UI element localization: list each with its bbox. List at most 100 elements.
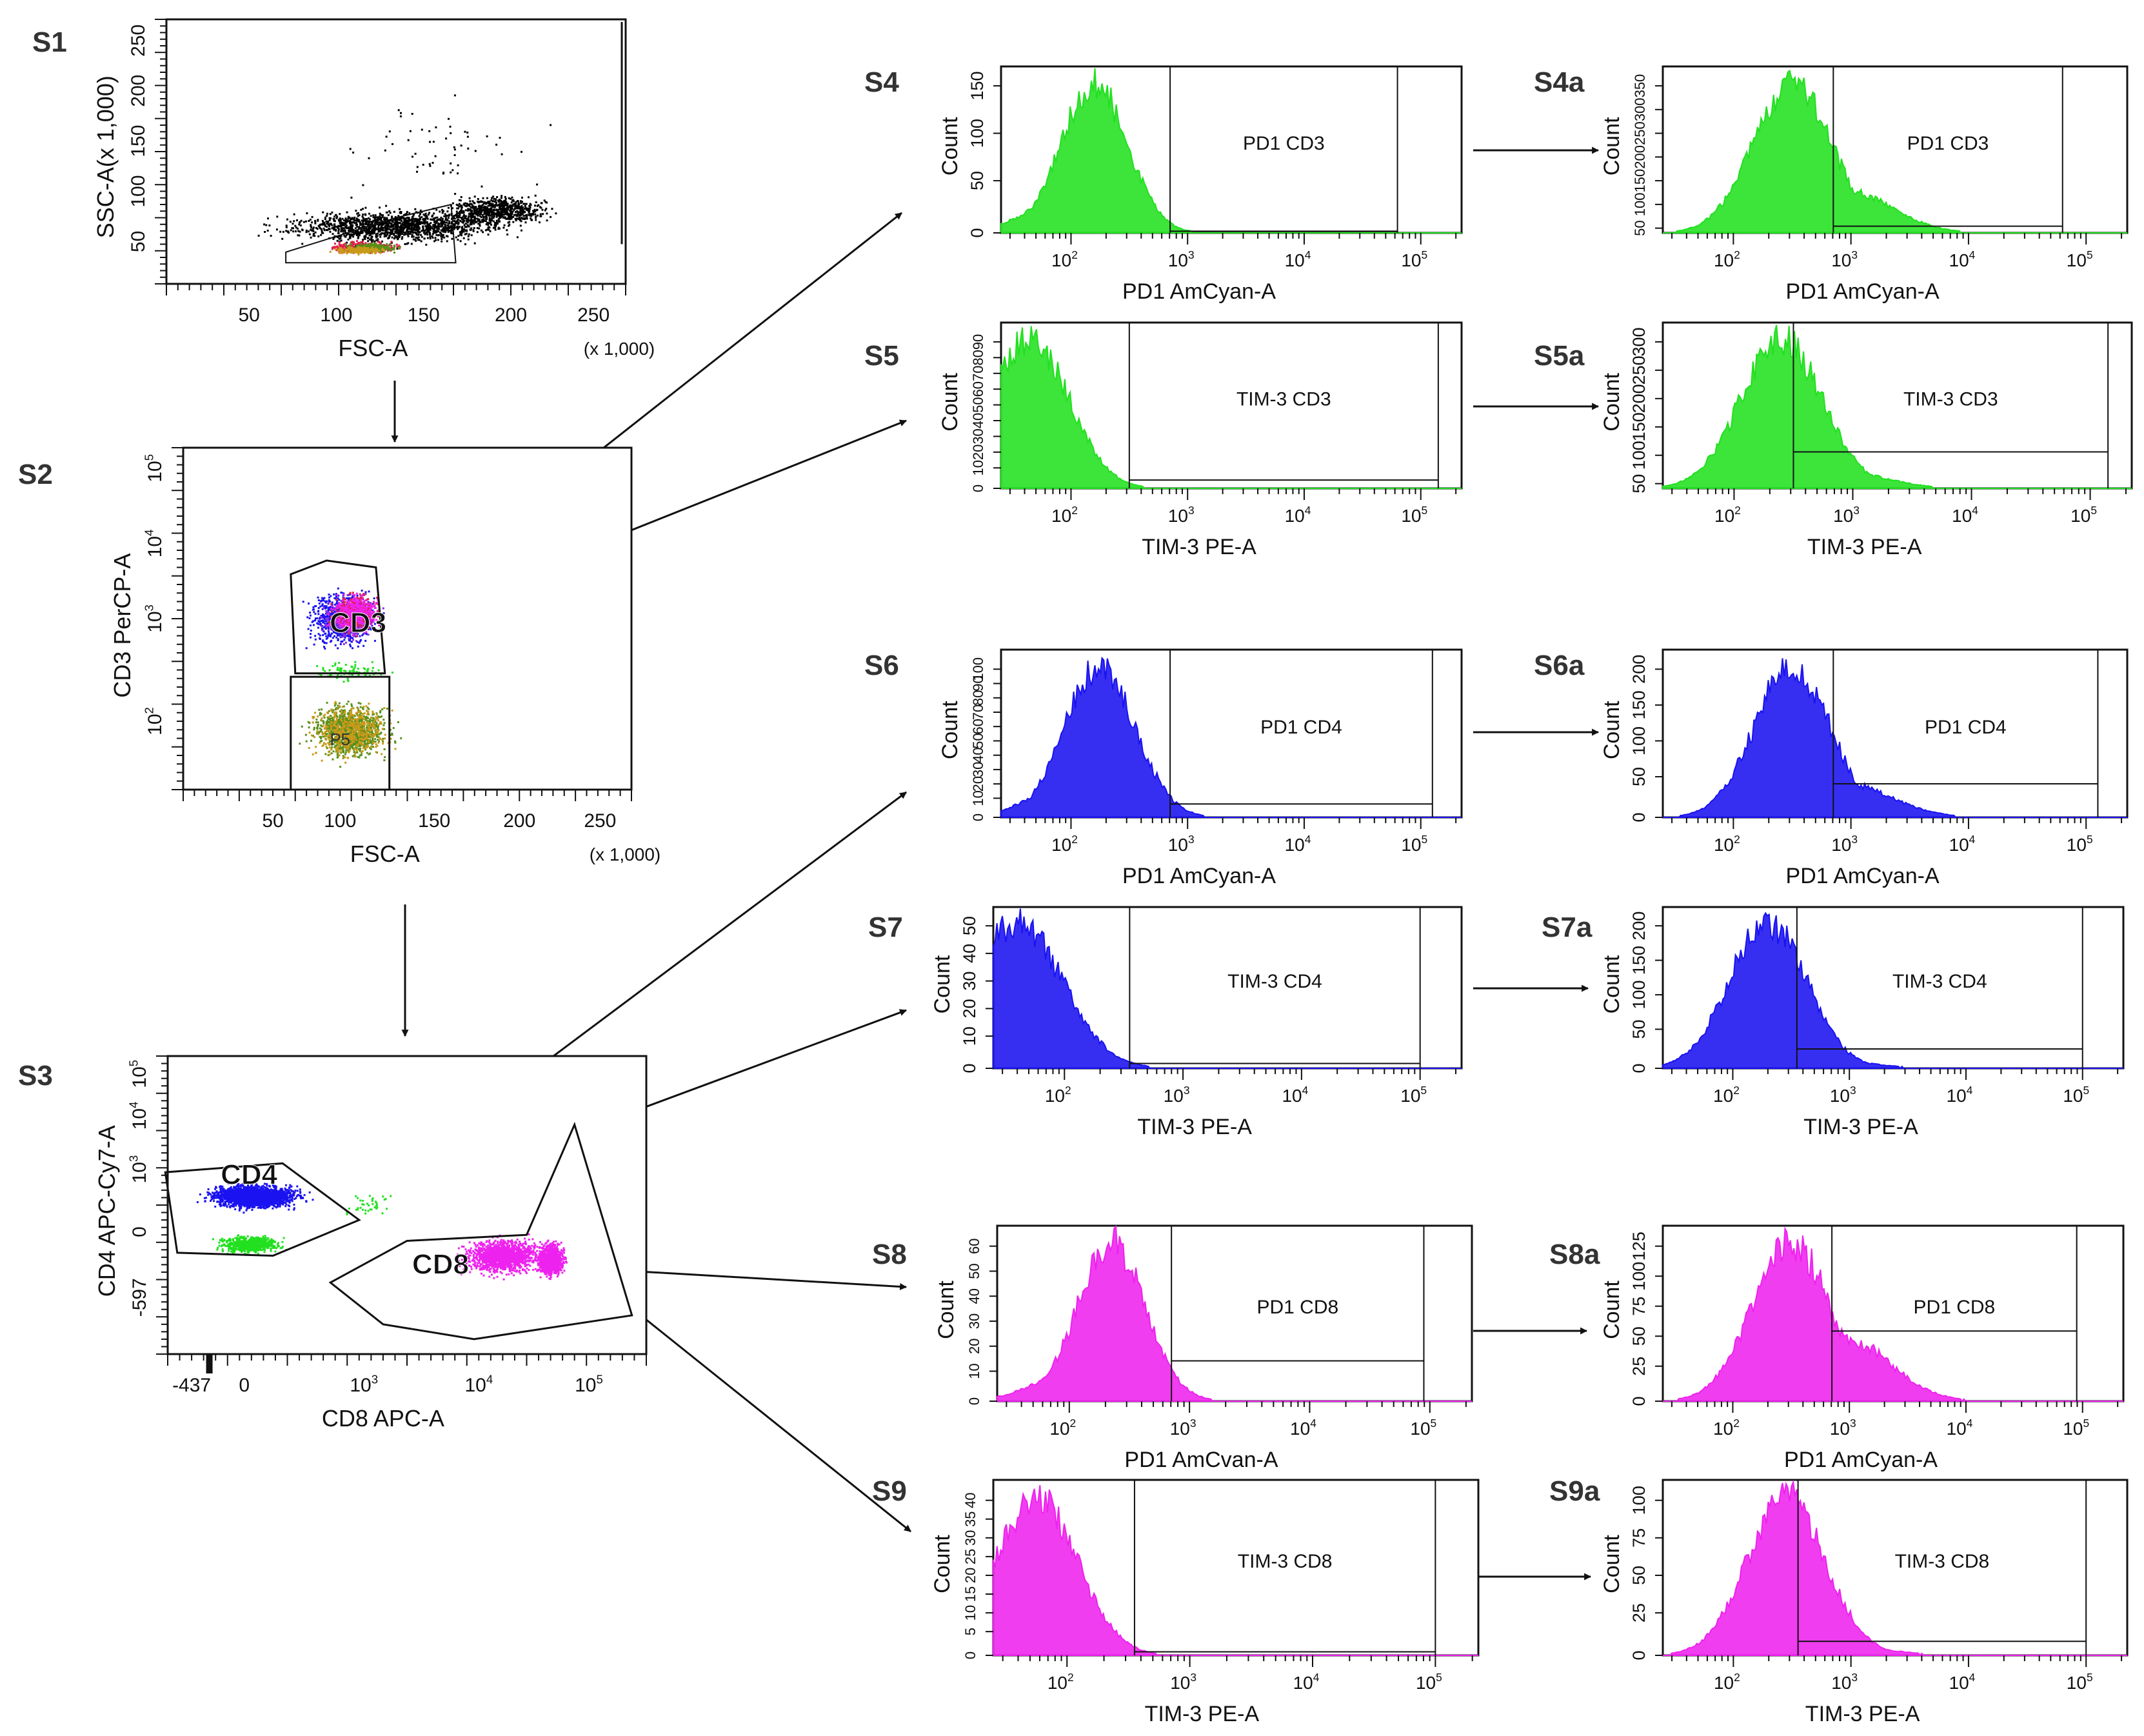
y-tick-label: 50 (966, 1263, 982, 1279)
panel-s8a: S8a PD1 CD8 102 103 104 105 0 25 50 75 100125Count… (1549, 1224, 2125, 1472)
y-tick-label: 90 (970, 334, 986, 350)
x-tick-label: 102 (1051, 504, 1078, 526)
y-tick-label: 200 (1629, 912, 1649, 941)
x-axis-label: PD1 AmCyan-A (1122, 864, 1276, 888)
y-tick-label: 15 (962, 1586, 978, 1602)
y-tick-label: 50 (968, 171, 987, 190)
panel-label: S7 (868, 912, 903, 943)
x-scale-suffix: (x 1,000) (584, 339, 655, 359)
x-tick-label: 103 (1170, 1417, 1196, 1439)
y-axis-label: CD4 APC-Cy7-A (94, 1125, 120, 1297)
x-tick-label: 102 (1713, 1084, 1740, 1106)
y-tick-label: 250 (1629, 355, 1649, 384)
panel-label: S5a (1534, 340, 1585, 372)
y-tick-label: 35 (962, 1512, 978, 1527)
y-tick-label: 30 (970, 428, 986, 444)
y-tick-label: 5 (962, 1628, 978, 1635)
panel-label: S2 (18, 459, 53, 490)
y-tick-label: 0 (1629, 812, 1649, 822)
x-tick-label: 104 (1285, 248, 1311, 270)
scatter-points (257, 94, 557, 255)
y-tick-label: 100 (968, 119, 987, 148)
x-tick-label: 102 (1049, 1417, 1076, 1439)
panel-s7a: S7a TIM-3 CD4 102 103 104 105 0 50 100 150 200Coun… (1542, 906, 2125, 1139)
x-tick-label: 105 (1410, 1417, 1436, 1439)
gate-label: TIM-3 CD8 (1238, 1551, 1333, 1572)
x-tick-label: 102 (1714, 248, 1740, 270)
y-tick-label: 30 (962, 1530, 978, 1546)
y-tick-label: 125 (1629, 1232, 1649, 1261)
x-tick-label: 104 (1949, 248, 1976, 270)
x-tick-label: 102 (1714, 504, 1741, 526)
y-tick-label: 60 (966, 1238, 982, 1253)
y-axis-label: Count (938, 117, 962, 175)
y-tick-label: 40 (962, 1492, 978, 1508)
y-tick-label: 200 (1629, 384, 1649, 413)
cd4-gate-label: CD4 (221, 1159, 278, 1191)
panel-label: S4 (864, 66, 899, 98)
y-axis-label: CD3 PerCP-A (109, 554, 135, 698)
y-tick-label: 50 (128, 231, 149, 252)
x-tick-label: 104 (1285, 833, 1311, 855)
scatter-dots (316, 661, 393, 683)
x-tick-label: 103 (350, 1372, 378, 1396)
y-tick-label: 105 (142, 454, 166, 483)
x-axis-label: PD1 AmCvan-A (1124, 1448, 1278, 1472)
y-tick-label: 350 (1632, 74, 1648, 98)
y-tick-label: 50 (1629, 1019, 1649, 1039)
panel-label: S8a (1549, 1239, 1600, 1270)
y-tick-label: 0 (970, 484, 986, 492)
panel-label: S7a (1542, 912, 1593, 943)
y-tick-label: 0 (970, 813, 986, 821)
y-tick-label: 70 (970, 366, 986, 381)
cd4-gate (164, 1162, 361, 1257)
y-tick-label: 105 (126, 1060, 150, 1088)
y-tick-label: 60 (970, 719, 986, 734)
panel-s6: S6 PD1 CD4 102 103 104 105 0 102030405060708090… (864, 648, 1463, 888)
x-tick-label: 50 (238, 304, 259, 326)
x-axis-label: TIM-3 PE-A (1142, 535, 1256, 559)
y-tick-label: 0 (1629, 1650, 1649, 1660)
y-axis-label: Count (1600, 372, 1624, 431)
y-tick-label: 100 (1629, 1486, 1649, 1515)
y-tick-label: 0 (968, 228, 987, 237)
y-tick-label: 300 (1629, 327, 1649, 356)
y-tick-label: 80 (970, 690, 986, 706)
y-tick-label: 50 (1629, 1326, 1649, 1346)
x-tick-label: 150 (408, 304, 440, 326)
y-tick-label: 150 (1632, 169, 1648, 193)
panel-s3: S3 -437 0 103 104 105 -597 0 103 104 105 CD8 APC-A C… (18, 1055, 648, 1432)
scatter-points (196, 1182, 568, 1281)
x-axis-label: PD1 AmCyan-A (1784, 1448, 1938, 1472)
x-tick-label: 102 (1047, 1671, 1074, 1693)
y-tick-label: 50 (970, 733, 986, 748)
panel-s5: S5 TIM-3 CD3 102 103 104 105 0 1020304050607080… (864, 321, 1463, 559)
x-tick-label: -437 (172, 1375, 211, 1396)
y-tick-label: 30 (970, 762, 986, 777)
x-tick-label: 105 (1401, 833, 1427, 855)
x-tick-label: 104 (1293, 1671, 1320, 1693)
lymphocyte-gate (285, 203, 457, 264)
x-tick-label: 103 (1168, 248, 1195, 270)
panel-label: S6a (1534, 650, 1585, 681)
x-tick-label: 105 (2067, 833, 2093, 855)
y-tick-label: 75 (1629, 1297, 1649, 1316)
y-axis-label: Count (1600, 117, 1624, 175)
gate-label: PD1 CD3 (1907, 133, 1989, 154)
y-tick-label: 40 (970, 413, 986, 428)
x-tick-label: 105 (2063, 1417, 2089, 1439)
y-tick-label: 100 (1629, 980, 1649, 1009)
cd3-gate (290, 559, 386, 675)
y-tick-label: 50 (1629, 474, 1649, 494)
x-tick-label: 105 (2063, 1084, 2089, 1106)
y-tick-label: 25 (1629, 1357, 1649, 1376)
y-tick-label: 150 (968, 72, 987, 101)
panel-s1: S1 50 100 150 200 250 50 100 150 200 250 FSC-A SSC-A… (32, 18, 655, 361)
x-tick-label: 103 (1170, 1671, 1196, 1693)
gate-label: TIM-3 CD3 (1903, 389, 1998, 410)
event-dots (439, 194, 557, 229)
y-axis-label: Count (938, 701, 962, 759)
y-tick-label: 60 (970, 381, 986, 397)
event-dots (257, 204, 552, 250)
x-axis-label: CD8 APC-A (322, 1405, 444, 1432)
